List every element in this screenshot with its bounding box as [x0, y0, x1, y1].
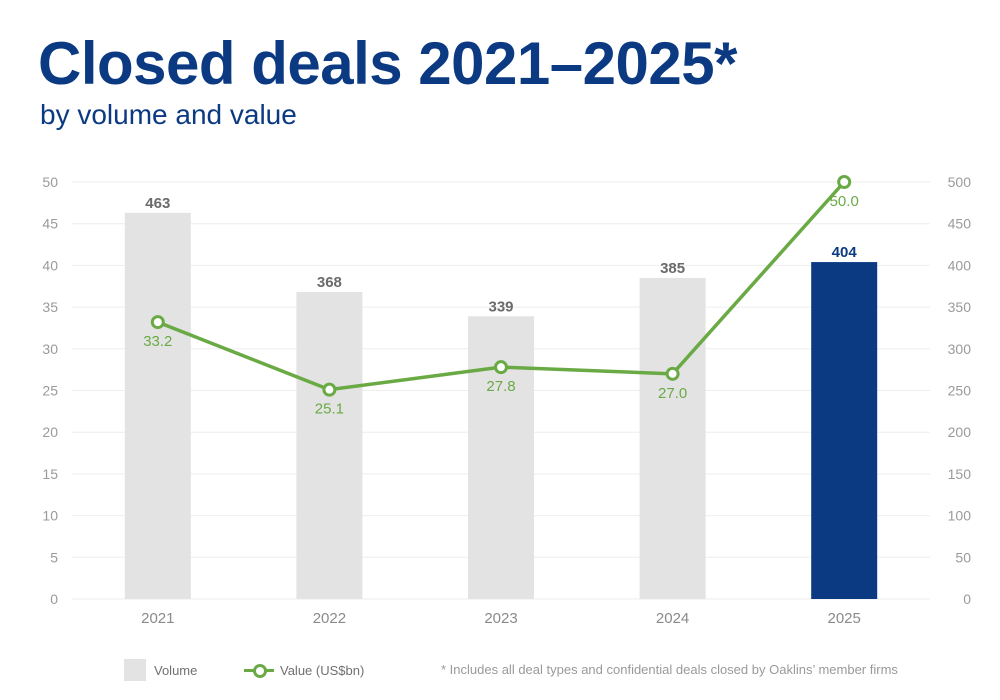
x-tick-label: 2024 [656, 610, 689, 627]
value-data-label: 27.0 [658, 385, 687, 402]
right-tick-label: 400 [948, 257, 972, 273]
right-tick-label: 500 [948, 174, 972, 190]
left-axis-ticks: 0 5 10 15 20 25 30 35 40 45 50 [42, 174, 58, 607]
legend: Volume Value (US$bn) [0, 658, 1000, 682]
legend-item-volume: Volume [124, 658, 197, 682]
legend-label-volume: Volume [154, 662, 198, 678]
x-tick-label: 2022 [313, 610, 346, 627]
right-tick-label: 150 [948, 466, 972, 482]
left-tick-label: 0 [50, 591, 58, 607]
left-tick-label: 5 [50, 549, 58, 565]
left-tick-label: 10 [42, 508, 58, 524]
right-tick-label: 50 [955, 549, 971, 565]
volume-data-label: 463 [145, 195, 170, 212]
right-tick-label: 450 [948, 216, 972, 232]
volume-data-label: 385 [660, 260, 685, 277]
value-point [322, 382, 337, 397]
volume-bars [124, 212, 878, 599]
value-point [665, 366, 680, 381]
x-tick-label: 2021 [141, 610, 174, 627]
value-point [150, 315, 165, 330]
volume-bar [124, 212, 191, 599]
left-tick-label: 35 [42, 299, 58, 315]
legend-label-value: Value (US$bn) [280, 662, 365, 678]
right-tick-label: 0 [963, 591, 971, 607]
right-tick-label: 250 [948, 383, 972, 399]
volume-bar [639, 277, 706, 599]
right-axis-ticks: 0 50 100 150 200 250 300 350 400 450 500 [948, 174, 972, 607]
right-tick-label: 100 [948, 508, 972, 524]
line-marker-icon [244, 658, 274, 682]
left-tick-label: 45 [42, 216, 58, 232]
value-data-label: 25.1 [315, 401, 344, 418]
value-line [150, 175, 852, 397]
volume-data-label: 368 [317, 274, 342, 291]
left-tick-label: 40 [42, 257, 58, 273]
right-tick-label: 200 [948, 424, 972, 440]
value-data-label: 27.8 [486, 378, 515, 395]
volume-data-label: 404 [832, 244, 858, 261]
left-tick-label: 50 [42, 174, 58, 190]
x-tick-label: 2025 [828, 610, 861, 627]
chart-title: Closed deals 2021–2025* [38, 30, 737, 97]
volume-bar [468, 316, 534, 599]
footnote: * Includes all deal types and confidenti… [441, 662, 898, 677]
value-data-label: 50.0 [830, 193, 859, 210]
left-tick-label: 30 [42, 341, 58, 357]
volume-bar [296, 292, 363, 599]
value-point [837, 175, 852, 189]
volume-data-label: 339 [488, 298, 513, 315]
x-tick-label: 2023 [484, 610, 517, 627]
left-tick-label: 25 [42, 383, 58, 399]
volume-swatch-icon [124, 659, 146, 681]
chart-subtitle: by volume and value [40, 99, 297, 130]
value-labels: 33.2 25.1 27.8 27.0 50.0 [143, 193, 859, 418]
volume-labels: 463 368 339 385 404 [145, 195, 857, 315]
value-data-label: 33.2 [143, 333, 172, 350]
volume-bar [811, 262, 878, 599]
legend-item-value: Value (US$bn) [244, 658, 364, 682]
right-tick-label: 300 [948, 341, 972, 357]
left-tick-label: 15 [42, 466, 58, 482]
right-tick-label: 350 [948, 299, 972, 315]
x-axis-ticks: 2021 2022 2023 2024 2025 [141, 610, 861, 627]
value-point [494, 360, 508, 375]
left-tick-label: 20 [42, 424, 58, 440]
